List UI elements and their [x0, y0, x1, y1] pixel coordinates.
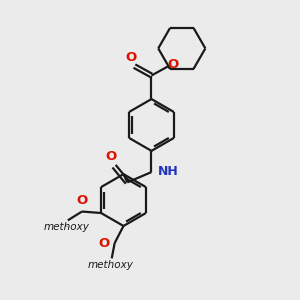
Text: O: O: [125, 51, 136, 64]
Text: O: O: [76, 194, 87, 207]
Text: NH: NH: [158, 165, 179, 178]
Text: O: O: [105, 150, 116, 163]
Text: methoxy: methoxy: [87, 260, 133, 270]
Text: O: O: [168, 58, 179, 71]
Text: methoxy: methoxy: [65, 226, 71, 227]
Text: methoxy: methoxy: [44, 222, 89, 232]
Text: O: O: [99, 237, 110, 250]
